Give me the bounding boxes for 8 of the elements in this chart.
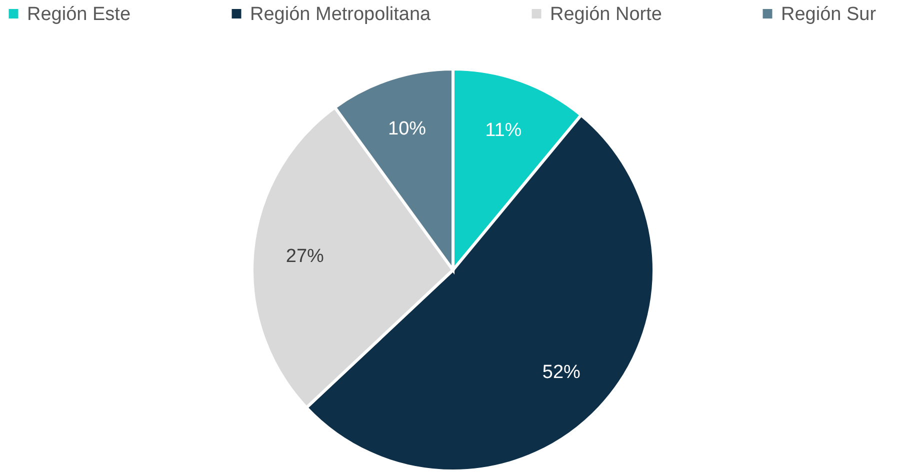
data-label: 52%	[542, 362, 581, 383]
data-label: 11%	[485, 120, 522, 142]
legend-label: Región Metropolitana	[250, 4, 432, 25]
legend-label: Región Sur	[781, 4, 877, 25]
data-label: 27%	[286, 246, 324, 267]
data-label: 10%	[388, 118, 426, 140]
legend-label: Región Norte	[550, 4, 662, 25]
legend-label: Región Este	[27, 4, 131, 25]
